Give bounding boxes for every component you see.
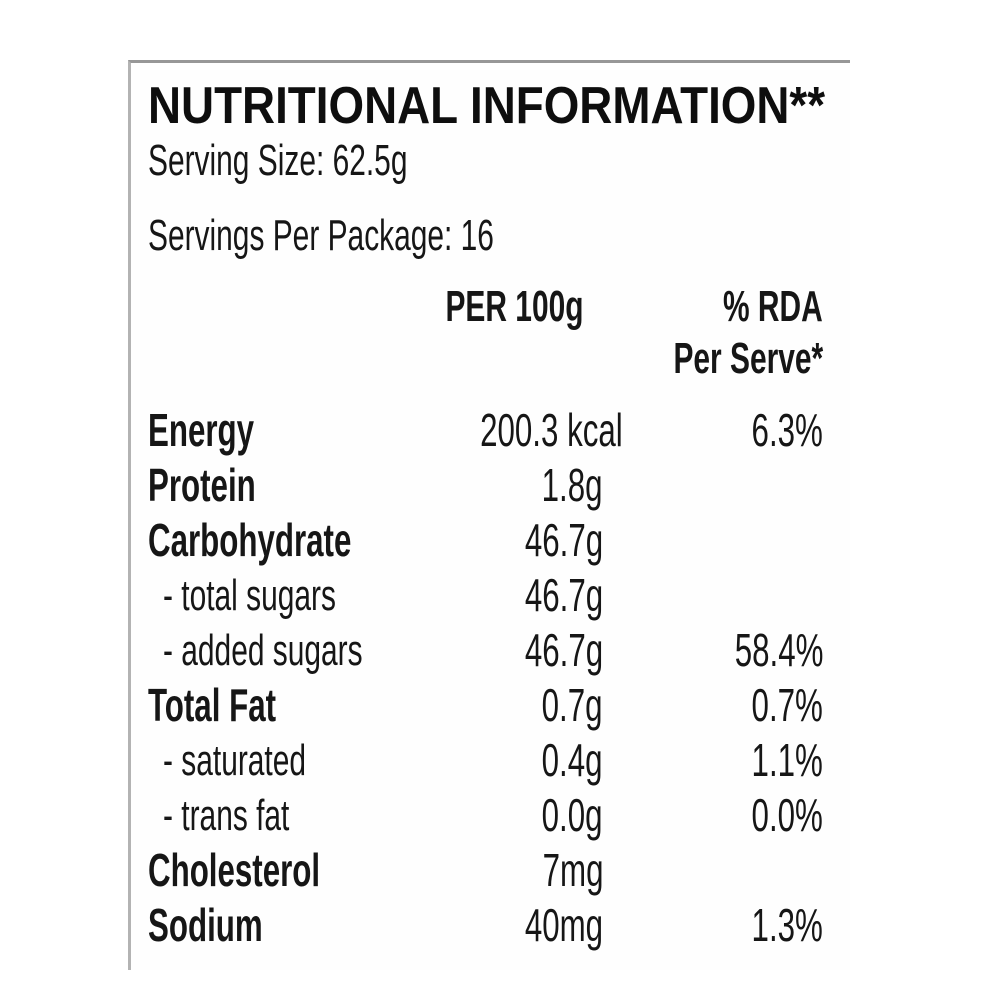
rda-value <box>603 843 823 898</box>
per-100g-value: 40mg <box>524 899 603 951</box>
nutrient-name: - added sugars <box>163 626 363 675</box>
column-header-rda-line1: % RDA <box>723 282 823 331</box>
nutrient-name: Carbohydrate <box>148 514 352 566</box>
nutrient-row: Total Fat 0.7g 0.7% <box>131 678 850 733</box>
servings-per-package-text: Servings Per Package: 16 <box>148 211 494 260</box>
rda-value: 0.0% <box>751 789 823 841</box>
label-title: NUTRITIONAL INFORMATION** <box>148 79 917 134</box>
per-100g-value: 46.7g <box>524 624 603 676</box>
nutrient-name: Energy <box>148 404 255 456</box>
rda-value: 1.3% <box>751 899 823 951</box>
nutrient-name: Sodium <box>148 899 263 951</box>
nutrient-name: Cholesterol <box>148 844 321 896</box>
nutrient-row: Cholesterol 7mg <box>131 843 850 898</box>
nutrient-name: Protein <box>148 459 256 511</box>
column-header-spacer <box>148 281 413 333</box>
nutrient-row: - trans fat 0.0g 0.0% <box>131 788 850 843</box>
per-100g-value: 46.7g <box>524 514 603 566</box>
per-100g-value: 7mg <box>542 844 603 896</box>
nutrient-row: Energy 200.3 kcal 6.3% <box>131 403 850 458</box>
nutrient-row: - added sugars 46.7g 58.4% <box>131 623 850 678</box>
per-100g-value: 0.7g <box>542 679 603 731</box>
column-headers: PER 100g % RDA Per Serve* <box>131 281 850 385</box>
nutrient-name: Total Fat <box>148 679 277 731</box>
nutrient-row: Carbohydrate 46.7g <box>131 513 850 568</box>
rda-value: 1.1% <box>751 734 823 786</box>
label-title-text: NUTRITIONAL INFORMATION** <box>148 77 826 135</box>
per-100g-value: 1.8g <box>542 459 603 511</box>
nutrient-name: - trans fat <box>163 791 290 840</box>
nutrient-row: Sodium 40mg 1.3% <box>131 898 850 953</box>
nutrient-row: Protein 1.8g <box>131 458 850 513</box>
rda-value: 6.3% <box>751 404 823 456</box>
serving-size-text: Serving Size: 62.5g <box>148 136 408 185</box>
rda-value <box>603 458 823 513</box>
nutrient-table: Energy 200.3 kcal 6.3% Protein 1.8g Carb… <box>131 403 850 953</box>
rda-value <box>603 568 823 623</box>
per-100g-value: 200.3 kcal <box>480 404 623 456</box>
rda-value <box>603 513 823 568</box>
column-header-rda-line2: Per Serve* <box>673 334 824 383</box>
nutrient-name: - saturated <box>163 736 307 785</box>
rda-value: 0.7% <box>751 679 823 731</box>
nutrition-label: NUTRITIONAL INFORMATION** Serving Size: … <box>128 60 850 970</box>
per-100g-value: 0.4g <box>542 734 603 786</box>
nutrient-row: - total sugars 46.7g <box>131 568 850 623</box>
column-header-per-100g: PER 100g <box>445 282 584 331</box>
rda-value: 58.4% <box>734 624 823 676</box>
nutrient-row: - saturated 0.4g 1.1% <box>131 733 850 788</box>
nutrient-name: - total sugars <box>163 571 336 620</box>
per-100g-value: 0.0g <box>542 789 603 841</box>
per-100g-value: 46.7g <box>524 569 603 621</box>
